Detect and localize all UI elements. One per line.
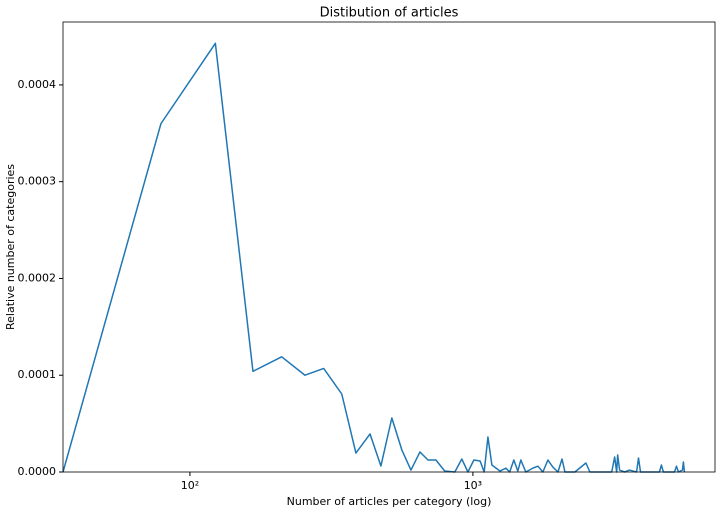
plot-frame (62, 21, 716, 473)
x-tick-label: 10³ (464, 479, 482, 492)
y-tick-label: 0.0002 (18, 271, 57, 284)
y-tick-label: 0.0000 (18, 465, 57, 478)
y-tick-label: 0.0001 (18, 368, 57, 381)
x-axis-label: Number of articles per category (log) (287, 495, 492, 508)
y-tick-label: 0.0004 (18, 78, 57, 91)
y-tick-label: 0.0003 (18, 175, 57, 188)
y-axis-label: Relative number of categories (4, 164, 17, 330)
chart-title: Distibution of articles (320, 6, 459, 21)
x-tick-label: 10² (181, 479, 199, 492)
data-line (62, 42, 686, 473)
